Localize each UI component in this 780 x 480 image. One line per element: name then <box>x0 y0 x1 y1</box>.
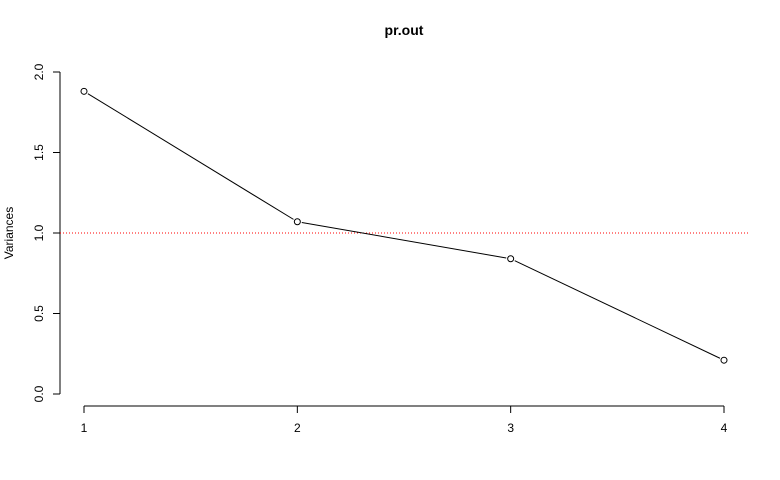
y-axis: 0.0 0.5 1.0 1.5 2.0 <box>32 63 61 402</box>
series-segment <box>514 260 721 359</box>
y-tick-label: 0.5 <box>32 305 46 322</box>
y-axis-title: Variances <box>2 207 16 259</box>
y-tick-label: 2.0 <box>32 63 46 80</box>
data-point <box>507 255 515 263</box>
series-segment <box>87 93 294 220</box>
y-tick-label: 0.0 <box>32 385 46 402</box>
data-point <box>80 87 88 95</box>
chart-title: pr.out <box>385 22 424 38</box>
y-tick-label: 1.0 <box>32 224 46 241</box>
x-tick-label: 2 <box>294 421 301 435</box>
series-layer <box>80 87 728 364</box>
x-tick-label: 1 <box>81 421 88 435</box>
x-tick-label: 4 <box>721 421 728 435</box>
x-axis: 1 2 3 4 <box>81 405 728 435</box>
data-point <box>720 356 728 364</box>
x-tick-label: 3 <box>507 421 514 435</box>
series-segment <box>301 222 507 259</box>
data-point <box>293 218 301 226</box>
y-tick-label: 1.5 <box>32 144 46 161</box>
